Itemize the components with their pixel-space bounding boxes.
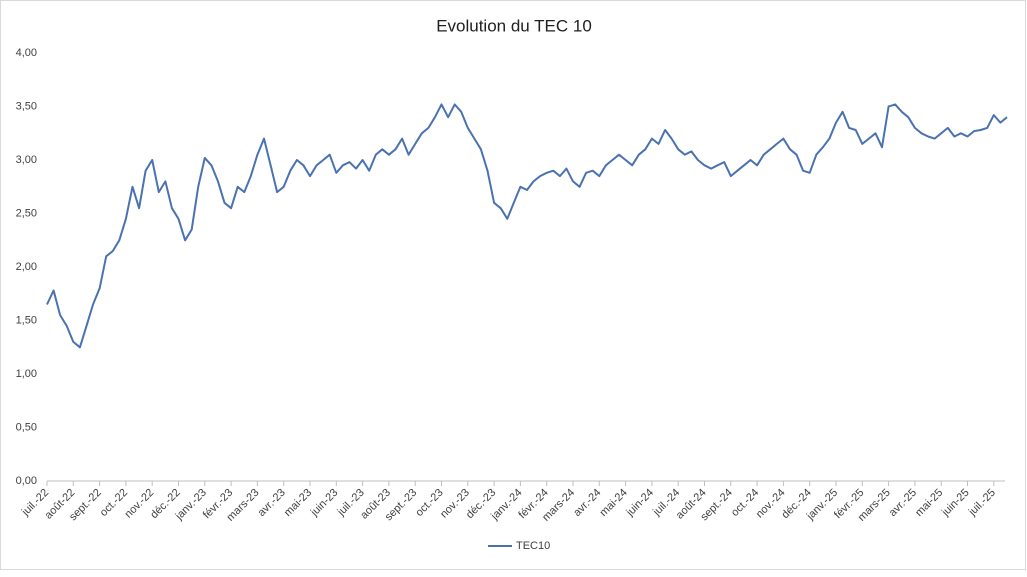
chart-title: Evolution du TEC 10 xyxy=(436,16,592,35)
legend-label: TEC10 xyxy=(516,540,550,552)
y-tick-label: 1,50 xyxy=(16,314,37,326)
y-tick-label: 3,50 xyxy=(16,100,37,112)
line-series xyxy=(46,103,1008,349)
y-tick-label: 3,00 xyxy=(16,154,37,166)
y-tick-label: 4,00 xyxy=(16,47,37,59)
y-tick-label: 2,00 xyxy=(16,261,37,273)
y-tick-label: 2,50 xyxy=(16,207,37,219)
y-tick-label: 0,50 xyxy=(16,421,37,433)
y-tick-label: 0,00 xyxy=(16,475,37,487)
y-tick-label: 1,00 xyxy=(16,368,37,380)
